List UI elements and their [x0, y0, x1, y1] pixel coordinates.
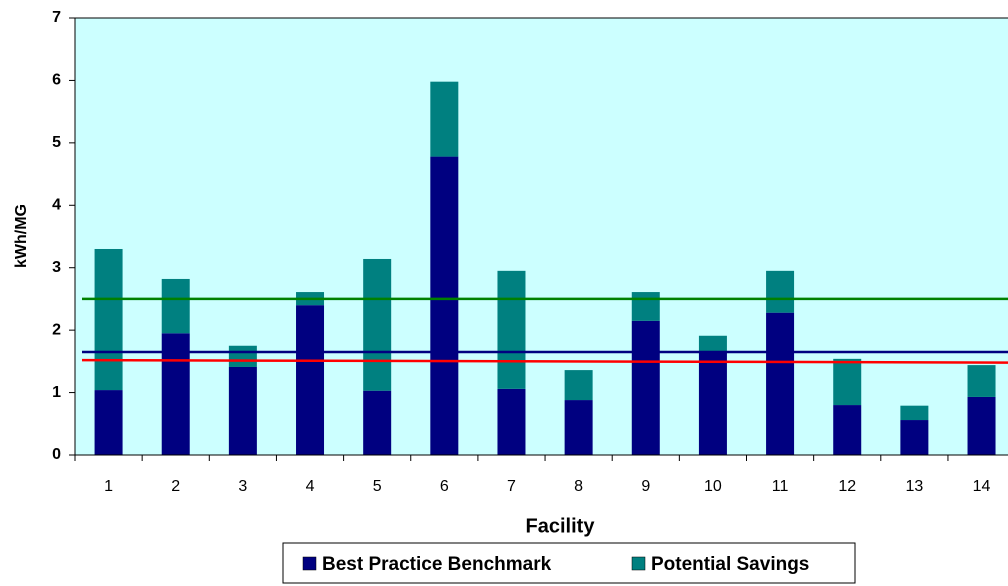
y-tick-label: 3 [52, 259, 61, 276]
legend-label: Best Practice Benchmark [322, 554, 552, 575]
x-tick-label: 13 [905, 478, 923, 495]
bar-segment [94, 248, 123, 391]
bar-segment [94, 390, 123, 455]
x-tick-label: 6 [440, 478, 449, 495]
bar-segment [967, 365, 996, 397]
bar-segment [430, 81, 459, 157]
reference-line [81, 358, 1008, 364]
y-tick-label: 5 [52, 134, 61, 151]
x-axis-title: Facility [526, 515, 596, 537]
y-tick-label: 0 [52, 446, 61, 463]
legend-swatch [302, 556, 317, 571]
legend-swatch [631, 556, 646, 571]
x-tick-label: 8 [574, 478, 583, 495]
x-tick-label: 14 [973, 478, 991, 495]
legend-label: Potential Savings [651, 554, 809, 575]
x-tick-label: 5 [373, 478, 382, 495]
bar-segment [900, 420, 929, 455]
bar-segment [766, 270, 795, 313]
bar-segment [363, 390, 392, 455]
y-tick-label: 1 [52, 384, 61, 401]
plot-area [74, 17, 1008, 456]
x-tick-label: 7 [507, 478, 516, 495]
bar-segment [161, 278, 190, 334]
bar-segment [833, 405, 862, 455]
bar-segment [698, 351, 727, 455]
bar-segment [564, 370, 593, 401]
bar-segment [766, 312, 795, 455]
y-tick-label: 4 [52, 197, 61, 214]
bar-segment [363, 258, 392, 391]
bar-segment [833, 358, 862, 406]
x-tick-label: 3 [238, 478, 247, 495]
legend-box [282, 542, 856, 584]
y-axis-title: kWh/MG [13, 204, 30, 268]
x-tick-label: 11 [772, 478, 789, 495]
bar-segment [631, 320, 660, 455]
x-tick-label: 9 [641, 478, 650, 495]
x-tick-label: 12 [838, 478, 856, 495]
y-tick-label: 6 [52, 72, 61, 89]
bar-segment [497, 270, 526, 389]
bar-segment [161, 333, 190, 455]
bar-segment [497, 388, 526, 455]
bar-segment [564, 400, 593, 455]
bar-segment [296, 305, 325, 455]
bar-segment [967, 396, 996, 455]
y-tick-label: 2 [52, 321, 61, 338]
bar-segment [430, 156, 459, 455]
x-tick-label: 1 [104, 478, 113, 495]
bar-segment [631, 292, 660, 321]
y-tick-label: 7 [52, 9, 61, 26]
bar-segment [228, 345, 257, 367]
x-tick-label: 4 [306, 478, 315, 495]
bar-segment [698, 335, 727, 352]
bar-segment [900, 405, 929, 421]
bar-segment [228, 366, 257, 455]
x-tick-label: 2 [171, 478, 180, 495]
x-tick-label: 10 [704, 478, 722, 495]
